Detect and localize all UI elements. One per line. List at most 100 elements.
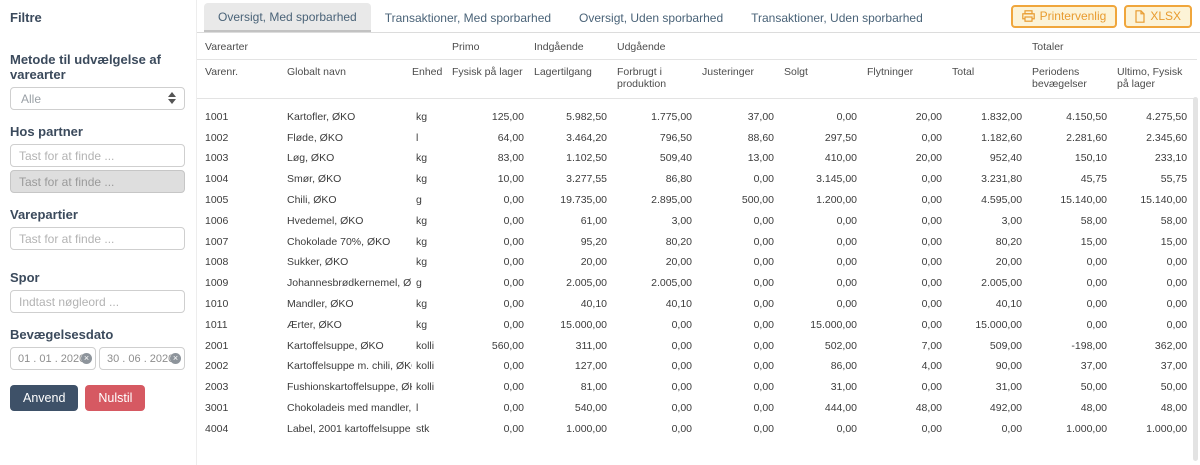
table-cell: 150,10 [1074,152,1108,165]
table-cell: 1.000,00 [566,422,607,435]
table-cell: 0,00 [503,402,524,415]
date-from-value: 01 . 01 . 2020 [18,352,86,365]
col-enhed: Enhed [412,59,452,99]
table-cell: 20,00 [915,152,942,165]
group-header-row: Varearter Primo Indgående Udgående Total… [197,33,1198,60]
printer-friendly-label: Printervenlig [1039,9,1107,23]
table-cell: 48,00 [1080,402,1108,415]
column-header-row: Varenr. Globalt navn Enhed Fysisk på lag… [197,59,1198,99]
table-cell: 0,00 [1166,256,1188,269]
group-header-indgaaende: Indgående [534,33,617,60]
table-cell: 0,00 [1166,298,1188,311]
table-cell: 4,00 [921,360,942,373]
clear-icon[interactable]: × [81,353,92,364]
table-cell: 1001 [205,110,229,123]
partner-label: Hos partner [10,124,83,139]
table-cell: 0,00 [503,256,524,269]
table-cell: 48,00 [1160,402,1188,415]
table-cell: 0,00 [921,235,942,248]
filter-sidebar: Filtre Metode til udvælgelse af varearte… [0,0,197,465]
table-row: 2002 Kartoffelsuppe m. chili, ØKO kolli … [197,356,1197,377]
table-cell: kg [416,173,428,186]
date-from-field[interactable]: 01 . 01 . 2020 × [10,347,96,370]
table-cell: 0,00 [503,235,524,248]
table-cell: 55,75 [1160,173,1188,186]
table-cell: 0,00 [753,298,774,311]
vertical-scrollbar[interactable] [1193,97,1198,461]
table-cell: 45,75 [1080,173,1108,186]
tab-transactions-untraceable[interactable]: Transaktioner, Uden sporbarhed [751,10,923,25]
printer-friendly-button[interactable]: Printervenlig [1010,4,1118,28]
table-cell: 492,00 [989,402,1023,415]
table-cell: 40,10 [580,298,607,311]
table-cell: 50,00 [1080,381,1108,394]
col-fysisk-paa-lager: Fysisk på lager [452,59,534,99]
trace-keyword-input[interactable] [10,290,185,313]
table-cell: 410,00 [824,152,857,165]
table-cell: 0,00 [671,402,692,415]
table-cell: 509,40 [659,152,692,165]
table-row: 1002 Fløde, ØKO l 64,00 3.464,20 796,50 … [197,127,1197,148]
table-cell: g [416,194,422,207]
trace-label: Spor [10,270,40,285]
clear-icon[interactable]: × [170,353,181,364]
tab-overview-untraceable[interactable]: Oversigt, Uden sporbarhed [579,10,724,25]
table-cell: 15.140,00 [1060,194,1108,207]
table-cell: 0,00 [921,381,942,394]
table-cell: 15.140,00 [1140,194,1188,207]
table-cell: 31,00 [830,381,857,394]
partner-search-input[interactable] [10,144,185,167]
table-cell: kg [416,298,428,311]
table-cell: 0,00 [921,318,942,331]
table-cell: 0,00 [836,277,857,290]
table-cell: 37,00 [1160,360,1188,373]
table-cell: kolli [416,360,435,373]
apply-button[interactable]: Anvend [10,385,79,411]
method-select[interactable]: Alle [10,87,185,110]
table-cell: 81,00 [580,381,607,394]
table-cell: 500,00 [741,194,774,207]
table-cell: 0,00 [753,277,774,290]
tab-overview-traceable[interactable]: Oversigt, Med sporbarhed [204,3,371,32]
table-cell: 444,00 [824,402,857,415]
table-cell: 0,00 [753,381,774,394]
table-cell: Kartoffelsuppe m. chili, ØKO [287,360,412,373]
table-cell: kg [416,214,428,227]
table-cell: 80,20 [665,235,692,248]
date-to-field[interactable]: 30 . 06 . 2020 × [99,347,185,370]
table-cell: 64,00 [497,131,524,144]
batches-search-input[interactable] [10,227,185,250]
table-cell: 90,00 [995,360,1023,373]
table-cell: 95,20 [580,235,607,248]
table-cell: 1011 [205,318,228,331]
tab-transactions-traceable[interactable]: Transaktioner, Med sporbarhed [384,10,552,25]
table-cell: 125,00 [491,110,524,123]
table-cell: 37,00 [747,110,774,123]
col-flytninger: Flytninger [867,59,952,99]
method-select-value: Alle [21,91,42,106]
table-cell: 0,00 [921,277,942,290]
xlsx-export-button[interactable]: XLSX [1124,4,1192,28]
col-varenr: Varenr. [197,59,287,99]
inventory-table: Varearter Primo Indgående Udgående Total… [197,33,1198,439]
table-cell: 0,00 [671,318,692,331]
table-cell: kg [416,110,428,123]
table-cell: 0,00 [921,173,942,186]
table-cell: 0,00 [836,110,857,123]
table-cell: l [416,402,419,415]
table-cell: Kartofler, ØKO [287,110,356,123]
table-cell: Kartoffelsuppe, ØKO [287,339,384,352]
table-row: 1006 Hvedemel, ØKO kg 0,00 61,00 3,00 0,… [197,210,1197,231]
table-cell: 0,00 [503,318,524,331]
table-row: 2003 Fushionskartoffelsuppe, ØKO kolli 0… [197,377,1197,398]
table-cell: 3.145,00 [816,173,857,186]
table-cell: kg [416,256,428,269]
table-cell: 31,00 [995,381,1023,394]
table-cell: 0,00 [671,381,692,394]
reset-button[interactable]: Nulstil [85,385,146,411]
table-row: 1001 Kartofler, ØKO kg 125,00 5.982,50 1… [197,107,1197,128]
table-cell: 86,80 [665,173,692,186]
table-cell: 362,00 [1154,339,1188,352]
table-cell: 0,00 [1001,422,1023,435]
